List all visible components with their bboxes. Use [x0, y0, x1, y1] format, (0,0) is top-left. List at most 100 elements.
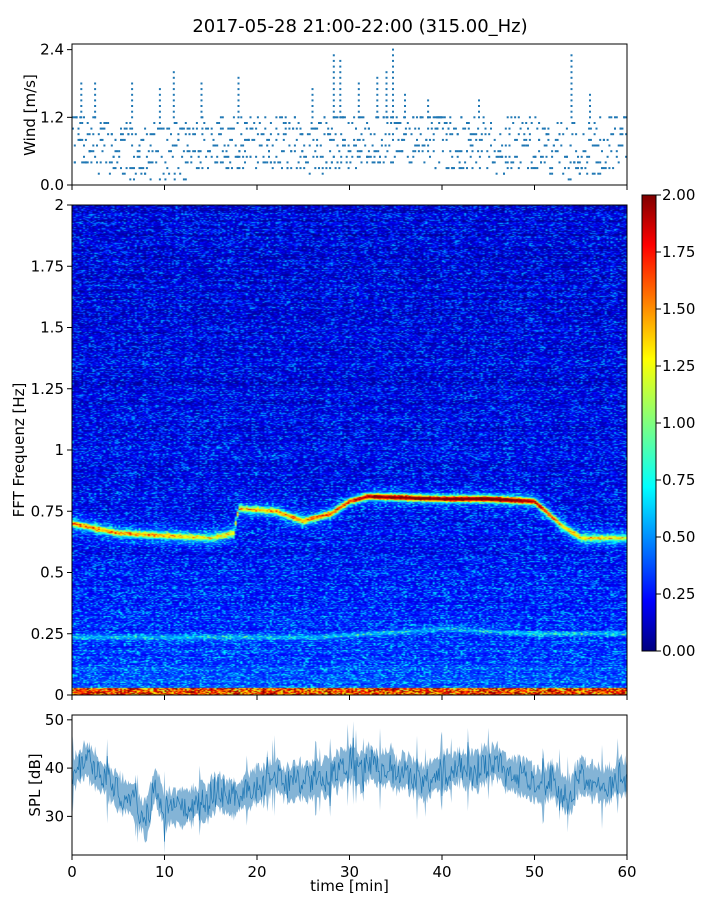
wind-point — [480, 133, 483, 136]
wind-point — [325, 167, 328, 170]
wind-point — [390, 116, 393, 119]
colorbar-tick-label: 0.50 — [662, 528, 695, 546]
wind-point — [514, 155, 517, 158]
wind-point — [473, 133, 476, 136]
wind-point — [305, 155, 307, 158]
wind-point — [388, 133, 391, 136]
wind-point — [273, 161, 276, 164]
spectrogram-y-tick-label: 0.25 — [31, 625, 64, 643]
wind-point — [404, 110, 406, 113]
wind-point — [92, 116, 95, 119]
wind-markers — [72, 48, 627, 181]
wind-point — [231, 167, 233, 170]
wind-point — [237, 105, 240, 107]
wind-point — [615, 155, 618, 158]
wind-point — [525, 122, 528, 124]
wind-point — [268, 150, 270, 153]
wind-point — [347, 122, 350, 124]
wind-point — [108, 161, 111, 164]
wind-point — [73, 144, 76, 147]
wind-point — [432, 116, 435, 119]
wind-point — [528, 133, 531, 136]
wind-point — [443, 116, 446, 119]
wind-point — [403, 133, 406, 136]
wind-point — [515, 155, 518, 158]
wind-point — [392, 161, 394, 164]
wind-point — [207, 167, 209, 170]
wind-point — [445, 122, 448, 124]
wind-point — [330, 127, 333, 130]
wind-point — [488, 133, 491, 136]
wind-point — [321, 155, 324, 158]
wind-point — [575, 167, 578, 170]
wind-point — [575, 150, 578, 153]
wind-point — [277, 133, 280, 136]
wind-point — [514, 138, 517, 141]
wind-point — [94, 88, 97, 91]
wind-point — [286, 167, 289, 170]
wind-point — [517, 133, 520, 136]
wind-point — [491, 161, 494, 164]
wind-point — [194, 150, 196, 153]
wind-point — [376, 82, 379, 85]
wind-point — [360, 133, 363, 136]
wind-point — [488, 155, 491, 158]
spl-y-ticks: 30 40 50 — [45, 711, 72, 825]
wind-point — [162, 127, 165, 130]
wind-point — [577, 167, 579, 170]
wind-point — [242, 167, 245, 170]
wind-point — [570, 110, 573, 113]
wind-point — [299, 133, 302, 136]
wind-point — [429, 116, 431, 119]
wind-point — [547, 133, 550, 136]
wind-point — [434, 167, 437, 170]
wind-point — [597, 144, 600, 147]
wind-point — [608, 167, 611, 170]
wind-point — [205, 155, 208, 158]
wind-point — [342, 144, 344, 147]
wind-point — [168, 172, 171, 175]
wind-point — [357, 99, 360, 102]
wind-point — [72, 127, 74, 130]
wind-point — [353, 116, 356, 119]
wind-point — [262, 161, 265, 164]
x-axis-tick-label: 30 — [340, 863, 359, 881]
wind-point — [131, 82, 134, 85]
wind-point — [570, 82, 573, 85]
wind-point — [244, 161, 246, 164]
wind-point — [440, 116, 443, 119]
wind-point — [179, 172, 182, 175]
wind-point — [376, 99, 379, 102]
wind-point — [573, 122, 576, 124]
wind-point — [305, 161, 307, 164]
wind-point — [227, 167, 230, 170]
wind-point — [237, 110, 240, 113]
wind-point — [129, 127, 132, 130]
wind-point — [345, 161, 348, 164]
wind-point — [219, 161, 222, 164]
wind-point — [404, 93, 406, 96]
x-axis-tick-label: 10 — [155, 863, 174, 881]
wind-point — [506, 116, 509, 119]
wind-point — [269, 133, 272, 136]
wind-point — [551, 172, 554, 175]
wind-point — [608, 116, 611, 119]
wind-point — [94, 93, 97, 96]
wind-point — [275, 127, 278, 130]
wind-point — [310, 127, 313, 130]
wind-point — [429, 155, 431, 158]
wind-point — [94, 82, 97, 85]
wind-point — [521, 144, 524, 147]
wind-point — [188, 127, 191, 130]
wind-point — [586, 155, 589, 158]
wind-point — [392, 54, 394, 57]
spectrogram-heatmap — [72, 205, 627, 695]
wind-point — [306, 133, 309, 136]
wind-point — [532, 155, 535, 158]
wind-point — [303, 155, 306, 158]
wind-point — [219, 116, 222, 119]
wind-point — [462, 127, 465, 130]
wind-point — [436, 116, 439, 119]
wind-point — [421, 150, 424, 153]
wind-point — [482, 122, 485, 124]
